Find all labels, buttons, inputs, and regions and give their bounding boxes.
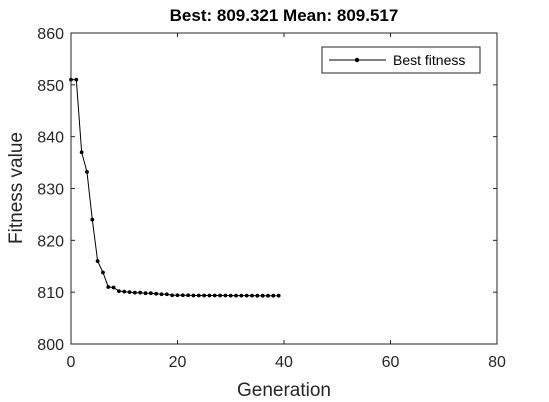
data-point: [271, 293, 276, 298]
data-point: [111, 285, 116, 290]
y-tick-label: 820: [37, 233, 64, 250]
data-point: [223, 293, 228, 298]
data-point: [212, 293, 217, 298]
data-point: [159, 292, 164, 297]
series-line-best-fitness: [71, 79, 279, 297]
data-point: [148, 291, 153, 296]
data-point: [207, 293, 212, 298]
y-tick-label: 800: [37, 337, 64, 354]
data-point: [191, 293, 196, 298]
x-axis-label: Generation: [237, 380, 331, 401]
data-point: [79, 150, 84, 155]
data-point: [164, 292, 169, 297]
data-point: [138, 290, 143, 295]
x-tick-label: 20: [169, 354, 187, 371]
y-tick-label: 850: [37, 78, 64, 95]
x-tick-label: 0: [67, 354, 76, 371]
data-point: [266, 293, 270, 298]
data-point: [218, 293, 223, 298]
data-point: [74, 77, 79, 82]
data-point: [85, 170, 89, 174]
data-point: [90, 217, 95, 222]
x-tick-label: 40: [275, 354, 293, 371]
chart-title: Best: 809.321 Mean: 809.517: [170, 6, 399, 25]
plot-area: [71, 33, 497, 344]
data-point: [260, 293, 265, 298]
data-point: [244, 293, 249, 298]
data-point: [101, 270, 105, 275]
data-point: [117, 289, 121, 294]
data-point: [239, 293, 244, 298]
data-point: [95, 259, 100, 263]
data-point: [234, 293, 238, 298]
y-tick-label: 840: [37, 130, 64, 147]
y-axis-label: Fitness value: [6, 132, 27, 244]
data-point: [202, 293, 207, 298]
data-point: [154, 291, 159, 296]
data-point: [180, 293, 185, 298]
y-tick-label: 810: [37, 285, 64, 302]
data-point: [106, 285, 111, 289]
legend-entry-best-fitness: Best fitness: [393, 52, 465, 68]
data-point: [143, 291, 148, 296]
data-point: [255, 293, 260, 298]
data-point: [175, 293, 180, 298]
data-point: [276, 293, 281, 298]
data-point: [127, 290, 132, 295]
data-point: [196, 293, 201, 298]
x-tick-label: 80: [488, 354, 506, 371]
x-tick-label: 60: [382, 354, 400, 371]
legend: Best fitness: [321, 46, 481, 74]
data-point: [186, 293, 191, 298]
data-point: [228, 293, 233, 298]
y-tick-label: 830: [37, 182, 64, 199]
data-point: [122, 289, 127, 294]
y-tick-label: 860: [37, 26, 64, 43]
data-point: [170, 293, 175, 298]
plot-frame: [70, 32, 498, 345]
legend-marker-sample: [354, 57, 360, 63]
data-point: [250, 293, 254, 298]
data-point: [133, 290, 137, 295]
